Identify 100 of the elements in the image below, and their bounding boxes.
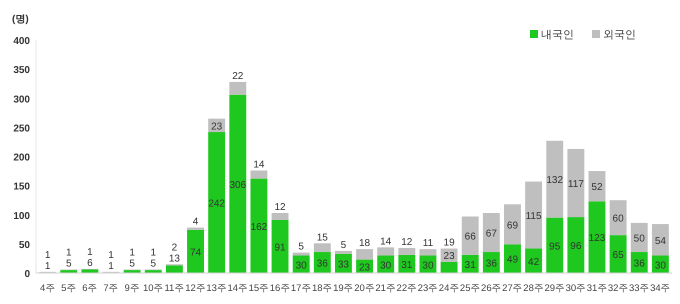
x-tick-label: 6주 — [82, 283, 98, 294]
bar — [588, 171, 606, 202]
x-tick-label: 13주 — [206, 283, 227, 294]
data-label: 31 — [464, 260, 476, 271]
bar — [272, 220, 288, 273]
y-tick-label: 50 — [18, 240, 30, 251]
data-label: 36 — [634, 258, 646, 270]
data-label: 1 — [129, 248, 136, 259]
x-tick-label: 31주 — [586, 283, 608, 294]
data-label: 13 — [168, 253, 180, 264]
data-label: 5 — [129, 258, 136, 270]
data-label: 30 — [422, 260, 434, 272]
data-label: 132 — [546, 175, 564, 186]
x-tick-label: 9주 — [124, 283, 140, 294]
data-label: 23 — [211, 121, 223, 132]
bar — [504, 204, 521, 244]
x-tick-label: 19주 — [333, 283, 354, 294]
data-label: 66 — [464, 232, 476, 243]
data-label: 1 — [44, 250, 51, 261]
bar — [208, 132, 226, 273]
y-tick-label: 150 — [13, 182, 30, 193]
data-label: 15 — [316, 232, 328, 244]
x-tick-label: 34주 — [650, 283, 671, 294]
data-label: 1 — [44, 260, 51, 272]
x-tick-label: 11주 — [164, 283, 184, 294]
x-tick-label: 23주 — [418, 283, 438, 294]
bar — [567, 217, 584, 273]
data-label: 50 — [634, 233, 646, 244]
data-label: 162 — [250, 222, 268, 233]
x-tick-label: 26주 — [481, 283, 502, 294]
data-label: 69 — [506, 220, 518, 232]
data-label: 123 — [588, 233, 606, 244]
x-tick-label: 5주 — [61, 283, 76, 294]
data-label: 5 — [340, 240, 347, 251]
x-tick-label: 7주 — [103, 283, 119, 294]
legend-label: 내국인 — [541, 29, 574, 41]
data-label: 5 — [66, 258, 72, 270]
x-tick-label: 10주 — [142, 283, 164, 294]
y-tick-label: 350 — [13, 65, 30, 76]
data-label: 30 — [654, 260, 666, 272]
data-label: 54 — [654, 236, 666, 247]
data-label: 23 — [444, 251, 456, 262]
data-label: 115 — [526, 211, 542, 222]
data-label: 1 — [87, 246, 94, 258]
bar — [546, 218, 564, 273]
data-label: 242 — [208, 198, 226, 210]
data-label: 33 — [338, 259, 350, 270]
data-label: 36 — [486, 258, 498, 270]
x-tick-label: 4주 — [40, 283, 56, 294]
bar — [334, 250, 352, 254]
y-tick-label: 200 — [13, 152, 30, 164]
data-label: 22 — [232, 70, 244, 82]
bar — [250, 170, 268, 179]
x-tick-label: 27주 — [502, 283, 523, 294]
bar — [462, 216, 479, 255]
data-label: 12 — [274, 202, 286, 214]
bar — [588, 201, 606, 273]
x-tick-label: 29주 — [544, 283, 566, 294]
x-tick-label: 20주 — [354, 283, 375, 294]
bar — [567, 148, 584, 218]
data-label: 1 — [150, 248, 156, 259]
bar — [610, 200, 627, 236]
x-tick-label: 30주 — [566, 283, 586, 294]
x-tick-label: 14주 — [228, 283, 248, 294]
data-label: 14 — [380, 236, 392, 248]
y-tick-label: 0 — [24, 269, 30, 280]
bar — [652, 224, 669, 256]
data-label: 4 — [192, 216, 199, 228]
bar — [314, 243, 331, 252]
data-label: 1 — [108, 260, 114, 272]
data-label: 52 — [591, 182, 603, 194]
bar — [525, 182, 542, 249]
data-label: 96 — [570, 241, 582, 252]
data-label: 18 — [359, 238, 371, 250]
bar — [420, 249, 436, 256]
y-tick-label: 250 — [13, 123, 30, 134]
x-tick-label: 22주 — [396, 283, 418, 294]
data-label: 2 — [172, 242, 178, 254]
data-label: 74 — [190, 247, 202, 258]
bar — [482, 213, 500, 252]
y-tick-label: 100 — [13, 210, 30, 222]
data-label: 11 — [422, 238, 434, 250]
data-label: 60 — [612, 214, 624, 225]
data-label: 14 — [253, 159, 265, 170]
data-label: 5 — [298, 242, 304, 253]
x-tick-label: 15주 — [248, 283, 270, 294]
x-tick-label: 33주 — [628, 283, 650, 294]
x-tick-label: 17주 — [290, 283, 312, 294]
bar — [229, 94, 246, 273]
bar — [546, 140, 564, 218]
data-label: 23 — [359, 262, 371, 274]
data-label: 1 — [66, 248, 72, 259]
bar — [377, 247, 394, 256]
x-tick-label: 16주 — [270, 283, 290, 294]
data-label: 49 — [506, 254, 518, 266]
data-label: 42 — [528, 256, 540, 268]
data-label: 6 — [87, 258, 94, 269]
bar — [292, 252, 310, 256]
data-label: 67 — [486, 228, 498, 240]
x-tick-label: 24주 — [438, 283, 460, 294]
